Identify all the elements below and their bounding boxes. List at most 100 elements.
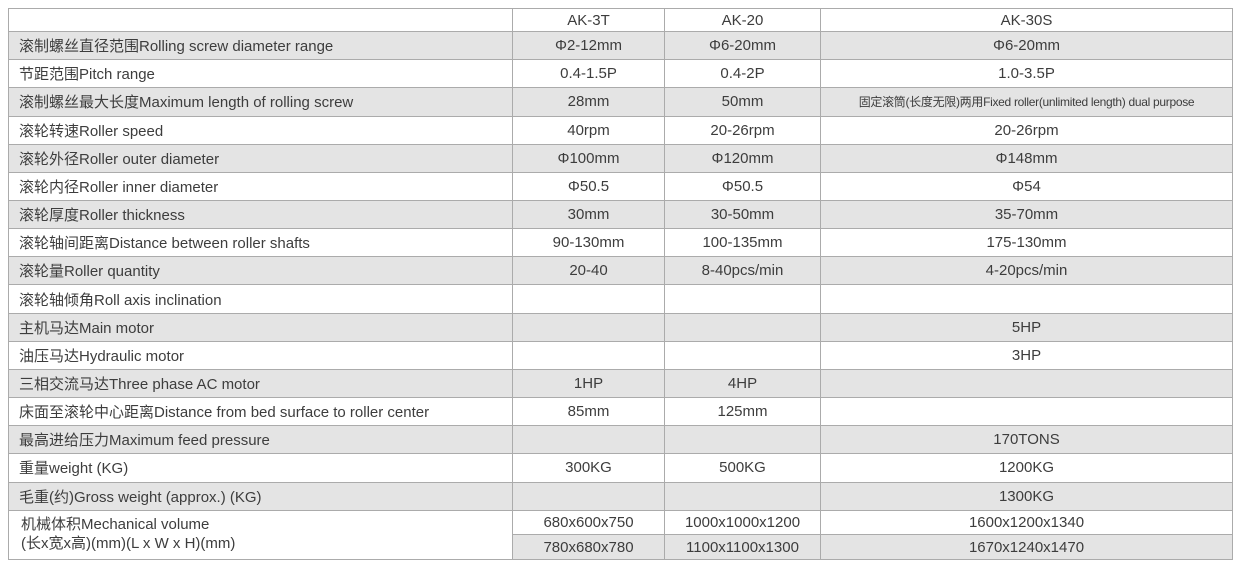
spec-value-cell: 4HP [664, 368, 821, 399]
table-row: 滚轮厚度Roller thickness 30mm 30-50mm 35-70m… [8, 199, 1233, 230]
spec-value-cell: 20-26rpm [664, 115, 821, 145]
spec-value-cell: 1HP [512, 368, 665, 399]
spec-row-label: 滚轮内径Roller inner diameter [8, 171, 513, 201]
spec-row-label: 主机马达Main motor [8, 312, 513, 342]
spec-value-cell: 300KG [512, 453, 665, 483]
spec-value-cell [664, 481, 821, 511]
table-row: 床面至滚轮中心距离Distance from bed surface to ro… [8, 397, 1233, 427]
spec-value-cell: 50mm [664, 87, 821, 117]
spec-value-cell [820, 284, 1233, 314]
table-row: 滚轮外径Roller outer diameter Φ100mm Φ120mm … [8, 143, 1233, 173]
spec-value-cell: 170TONS [820, 425, 1233, 455]
spec-value-cell: 500KG [664, 453, 821, 483]
spec-value-cell: 90-130mm [512, 228, 665, 258]
spec-value-cell: 4-20pcs/min [820, 256, 1233, 286]
spec-row-label: 最高进给压力Maximum feed pressure [8, 425, 513, 455]
spec-row-label: 滚轮量Roller quantity [8, 256, 513, 286]
table-row: 节距范围Pitch range 0.4-1.5P 0.4-2P 1.0-3.5P [8, 59, 1233, 89]
spec-value-cell: Φ6-20mm [664, 31, 821, 61]
spec-value-cell: 8-40pcs/min [664, 256, 821, 286]
spec-value-cell: 3HP [820, 340, 1233, 370]
spec-value-cell: Φ50.5 [664, 171, 821, 201]
spec-value-cell [664, 340, 821, 370]
spec-row-label: 滚轮外径Roller outer diameter [8, 143, 513, 173]
spec-value-cell: Φ148mm [820, 143, 1233, 173]
spec-value-cell: 30mm [512, 199, 665, 230]
table-row: 重量weight (KG) 300KG 500KG 1200KG [8, 453, 1233, 483]
spec-value-cell: Φ100mm [512, 143, 665, 173]
spec-value-cell: Φ2-12mm [512, 31, 665, 61]
spec-value-cell: 1.0-3.5P [820, 59, 1233, 89]
spec-value-cell: 125mm [664, 397, 821, 427]
table-row: 滚制螺丝最大长度Maximum length of rolling screw … [8, 87, 1233, 117]
spec-value-cell: 85mm [512, 397, 665, 427]
spec-row-label: 重量weight (KG) [8, 453, 513, 483]
spec-value-cell [664, 425, 821, 455]
header-row: AK-3T AK-20 AK-30S [8, 7, 1233, 33]
spec-value-cell [512, 481, 665, 511]
table-row-volume-1: 机械体积Mechanical volume (长x宽x高)(mm)(L x W … [8, 509, 1233, 561]
spec-value-cell: 175-130mm [820, 228, 1233, 258]
spec-row-label: 三相交流马达Three phase AC motor [8, 368, 513, 399]
spec-value-cell: 5HP [820, 312, 1233, 342]
spec-value-cell: 0.4-2P [664, 59, 821, 89]
volume-label-line-2: (长x宽x高)(mm)(L x W x H)(mm) [21, 534, 236, 552]
table-row: 油压马达Hydraulic motor 3HP [8, 340, 1233, 370]
table-row: 最高进给压力Maximum feed pressure 170TONS [8, 425, 1233, 455]
spec-value-cell: Φ54 [820, 171, 1233, 201]
spec-row-label: 油压马达Hydraulic motor [8, 340, 513, 370]
spec-value-cell: 780x680x780 [512, 534, 665, 560]
spec-value-cell: 固定滚筒(长度无限)两用Fixed roller(unlimited lengt… [820, 87, 1233, 117]
spec-value-cell: 1670x1240x1470 [820, 534, 1233, 560]
volume-label-line-1: 机械体积Mechanical volume [21, 516, 210, 534]
table-row: 滚轮内径Roller inner diameter Φ50.5 Φ50.5 Φ5… [8, 171, 1233, 201]
spec-row-label: 床面至滚轮中心距离Distance from bed surface to ro… [8, 397, 513, 427]
table-row: 滚制螺丝直径范围Rolling screw diameter range Φ2-… [8, 31, 1233, 61]
spec-value-cell [664, 312, 821, 342]
spec-row-label: 滚轮轴倾角Roll axis inclination [8, 284, 513, 314]
spec-row-label: 滚制螺丝直径范围Rolling screw diameter range [8, 31, 513, 61]
spec-row-label: 滚轮转速Roller speed [8, 115, 513, 145]
spec-value-cell: 100-135mm [664, 228, 821, 258]
spec-row-label: 滚制螺丝最大长度Maximum length of rolling screw [8, 87, 513, 117]
spec-row-label: 毛重(约)Gross weight (approx.) (KG) [8, 481, 513, 511]
table-row-volume-2: 780x680x780 1100x1100x1300 1670x1240x147… [9, 534, 1233, 560]
spec-table: AK-3T AK-20 AK-30S 滚制螺丝直径范围Rolling screw… [8, 7, 1233, 561]
spec-value-cell: 30-50mm [664, 199, 821, 230]
spec-value-cell: 20-26rpm [820, 115, 1233, 145]
spec-value-cell: 35-70mm [820, 199, 1233, 230]
table-row: 滚轮转速Roller speed 40rpm 20-26rpm 20-26rpm [8, 115, 1233, 145]
spec-value-cell [512, 284, 665, 314]
spec-row-label-mechanical-volume: 机械体积Mechanical volume (长x宽x高)(mm)(L x W … [8, 509, 513, 561]
spec-value-cell: 40rpm [512, 115, 665, 145]
spec-value-cell: Φ6-20mm [820, 31, 1233, 61]
spec-value-cell: 20-40 [512, 256, 665, 286]
table-row: 主机马达Main motor 5HP [8, 312, 1233, 342]
spec-value-cell: Φ120mm [664, 143, 821, 173]
spec-value-cell [664, 284, 821, 314]
spec-value-cell: 1600x1200x1340 [820, 509, 1233, 536]
table-row: 滚轮轴倾角Roll axis inclination [8, 284, 1233, 314]
spec-value-cell [512, 312, 665, 342]
spec-value-cell: 680x600x750 [512, 509, 665, 536]
spec-value-cell: 1000x1000x1200 [664, 509, 821, 536]
spec-row-label: 滚轮厚度Roller thickness [8, 199, 513, 230]
spec-row-label: 滚轮轴间距离Distance between roller shafts [8, 228, 513, 258]
spec-value-cell: 1200KG [820, 453, 1233, 483]
table-row: 滚轮量Roller quantity 20-40 8-40pcs/min 4-2… [8, 256, 1233, 286]
spec-value-cell [512, 425, 665, 455]
spec-value-cell: Φ50.5 [512, 171, 665, 201]
table-row: 滚轮轴间距离Distance between roller shafts 90-… [8, 228, 1233, 258]
spec-value-cell [512, 340, 665, 370]
header-empty-cell [8, 7, 513, 33]
spec-value-cell: 28mm [512, 87, 665, 117]
spec-value-cell [820, 368, 1233, 399]
spec-row-label: 节距范围Pitch range [8, 59, 513, 89]
spec-value-cell: 1100x1100x1300 [664, 534, 821, 560]
table-row: 三相交流马达Three phase AC motor 1HP 4HP [8, 368, 1233, 399]
column-header-ak-20: AK-20 [664, 7, 821, 33]
table-row: 毛重(约)Gross weight (approx.) (KG) 1300KG [8, 481, 1233, 511]
spec-value-cell [820, 397, 1233, 427]
spec-value-cell: 1300KG [820, 481, 1233, 511]
column-header-ak-3t: AK-3T [512, 7, 665, 33]
